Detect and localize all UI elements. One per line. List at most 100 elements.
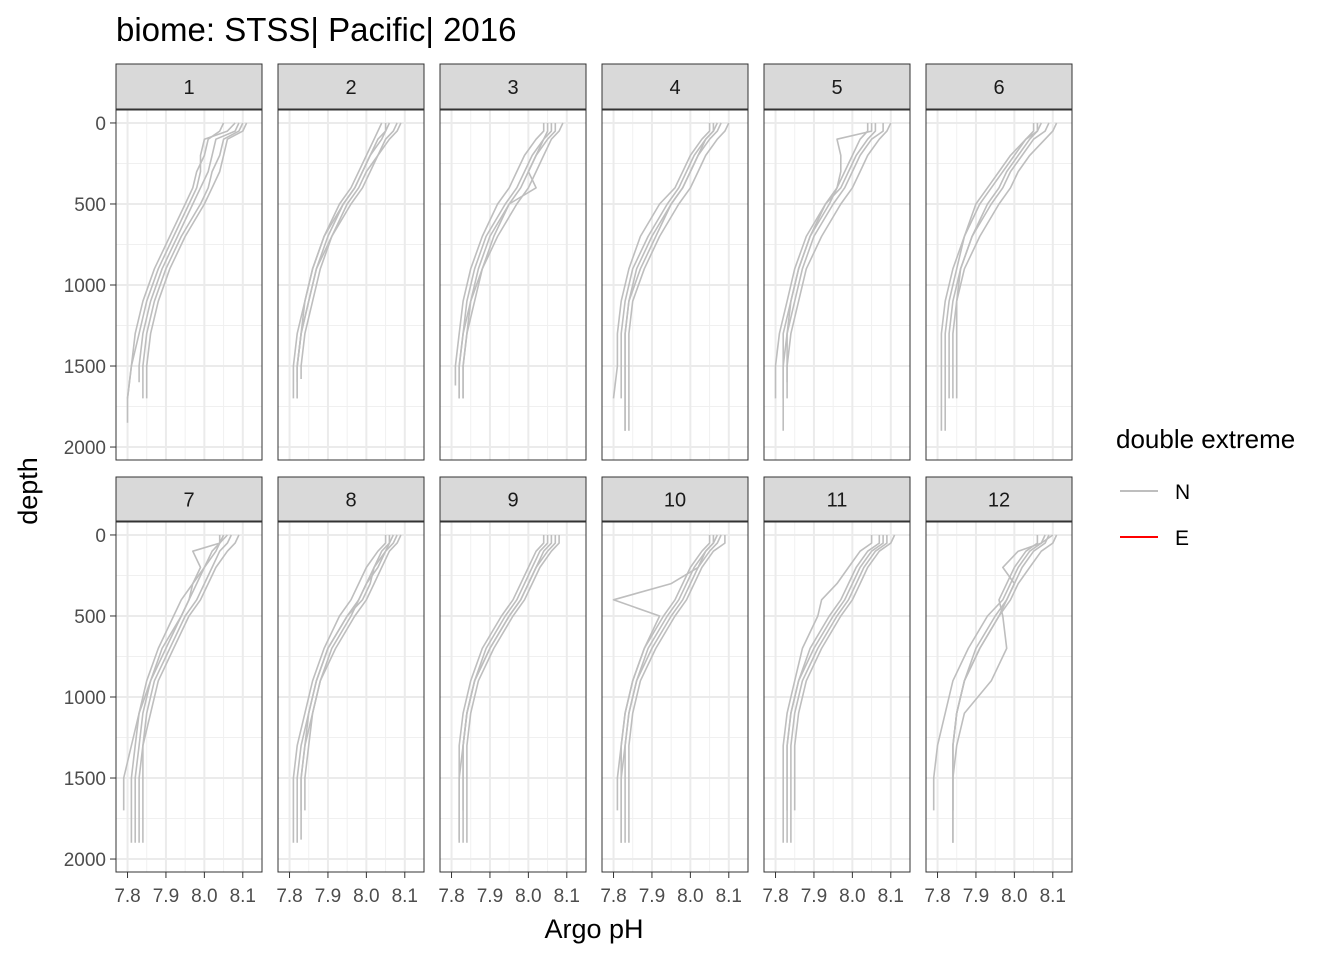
facet-panel: 12 7.8 7.9 8.0 8.1 — [924, 476, 1073, 907]
facet-strip-label: 6 — [993, 77, 1004, 99]
x-tick-label: 7.9 — [477, 886, 503, 907]
profile-line — [458, 535, 549, 843]
legend-label-n: N — [1175, 481, 1190, 504]
profile-line — [296, 123, 387, 399]
panel-border — [277, 521, 425, 873]
facet-panel: 9 7.8 7.9 8.0 8.1 — [438, 476, 587, 907]
x-tick-label: 7.8 — [114, 886, 140, 907]
facet-strip — [115, 63, 263, 110]
facet-strip-label: 11 — [827, 490, 848, 512]
x-axis-title: Argo pH — [544, 914, 643, 944]
profile-line — [952, 122, 1058, 399]
x-tick-label: 8.1 — [878, 886, 904, 907]
profile-line — [620, 535, 715, 843]
x-tick-label: 8.1 — [716, 886, 742, 907]
y-tick-label: 1000 — [64, 276, 106, 297]
profile-line — [142, 122, 244, 399]
profile-line — [628, 122, 730, 431]
facet-strip-label: 7 — [183, 490, 194, 512]
profile-line — [786, 122, 892, 399]
panel-border — [439, 521, 587, 873]
y-tick-label: 1500 — [64, 769, 106, 790]
x-tick-label: 8.0 — [515, 886, 541, 907]
facet-panel: 3 — [439, 63, 587, 461]
profile-line — [944, 123, 1035, 431]
x-tick-label: 8.1 — [230, 886, 256, 907]
panel-border — [439, 109, 587, 461]
facet-strip — [601, 63, 749, 110]
y-tick-label: 1500 — [64, 357, 106, 378]
x-tick-label: 7.9 — [801, 886, 827, 907]
legend: double extreme N E — [1116, 424, 1295, 550]
panel-border — [763, 109, 911, 461]
facet-panel: 6 — [925, 63, 1073, 461]
facet-strip — [277, 63, 425, 110]
facet-strip-label: 1 — [183, 77, 194, 99]
facet-strip-label: 8 — [345, 490, 356, 512]
profile-line — [126, 122, 225, 399]
profile-line — [782, 535, 873, 843]
chart-title: biome: STSS| Pacific| 2016 — [116, 11, 517, 48]
profile-line — [628, 535, 726, 843]
profile-line — [786, 535, 881, 811]
profile-line — [145, 122, 248, 399]
x-tick-label: 8.0 — [839, 886, 865, 907]
facet-panel: 11 7.8 7.9 8.0 8.1 — [762, 476, 911, 907]
profile-line — [134, 534, 225, 843]
facet-strip — [601, 476, 749, 522]
facet-strip — [925, 63, 1073, 110]
profile-line — [782, 123, 869, 399]
x-tick-label: 7.8 — [438, 886, 464, 907]
x-tick-label: 7.8 — [276, 886, 302, 907]
facet-strip — [277, 476, 425, 522]
facet-strip-label: 9 — [507, 490, 518, 512]
x-tick-label: 7.9 — [153, 886, 179, 907]
facet-strip-label: 10 — [664, 490, 686, 512]
facet-strip-label: 2 — [345, 77, 356, 99]
panel-border — [925, 109, 1073, 461]
x-tick-label: 8.0 — [191, 886, 217, 907]
x-tick-label: 8.1 — [1040, 886, 1066, 907]
facet-panel: 2 — [277, 63, 425, 461]
profile-line — [624, 534, 722, 843]
profile-line — [138, 122, 240, 383]
profile-line — [955, 123, 1039, 399]
facet-strip-label: 5 — [831, 77, 842, 99]
profile-line — [624, 122, 719, 431]
panel-border — [601, 109, 749, 461]
facet-panel: 5 — [763, 63, 911, 461]
panel-border — [925, 521, 1073, 873]
profile-line — [300, 534, 398, 840]
facet-panel: 1 0 500 1000 1500 2000 — [64, 63, 263, 461]
x-tick-label: 7.8 — [762, 886, 788, 907]
x-tick-label: 7.8 — [600, 886, 626, 907]
profile-line — [300, 122, 402, 379]
facet-panel: 7 0 500 1000 1500 2000 7.8 7.9 8.0 8.1 — [64, 476, 263, 907]
x-tick-label: 8.1 — [392, 886, 418, 907]
x-tick-label: 7.9 — [963, 886, 989, 907]
facet-strip-label: 12 — [988, 490, 1010, 512]
profile-line — [616, 535, 711, 811]
profile-line — [786, 123, 884, 383]
y-axis-title: depth — [13, 457, 43, 525]
profile-line — [790, 535, 888, 843]
facet-strip — [925, 476, 1073, 522]
y-tick-label: 2000 — [64, 850, 106, 871]
x-tick-label: 7.8 — [924, 886, 950, 907]
y-tick-label: 500 — [74, 607, 106, 628]
panel-border — [277, 109, 425, 461]
profile-line — [462, 123, 549, 399]
x-tick-label: 8.0 — [1001, 886, 1027, 907]
profile-line — [952, 534, 1050, 811]
facet-panel: 8 7.8 7.9 8.0 8.1 — [276, 476, 425, 907]
y-tick-label: 2000 — [64, 438, 106, 459]
x-tick-label: 7.9 — [315, 886, 341, 907]
facet-panel: 10 7.8 7.9 8.0 8.1 — [600, 476, 749, 907]
profile-line — [932, 534, 1046, 811]
facet-panel: 4 — [601, 63, 749, 461]
facet-strip — [439, 63, 587, 110]
facet-strip-label: 4 — [669, 77, 680, 99]
x-tick-label: 8.0 — [677, 886, 703, 907]
